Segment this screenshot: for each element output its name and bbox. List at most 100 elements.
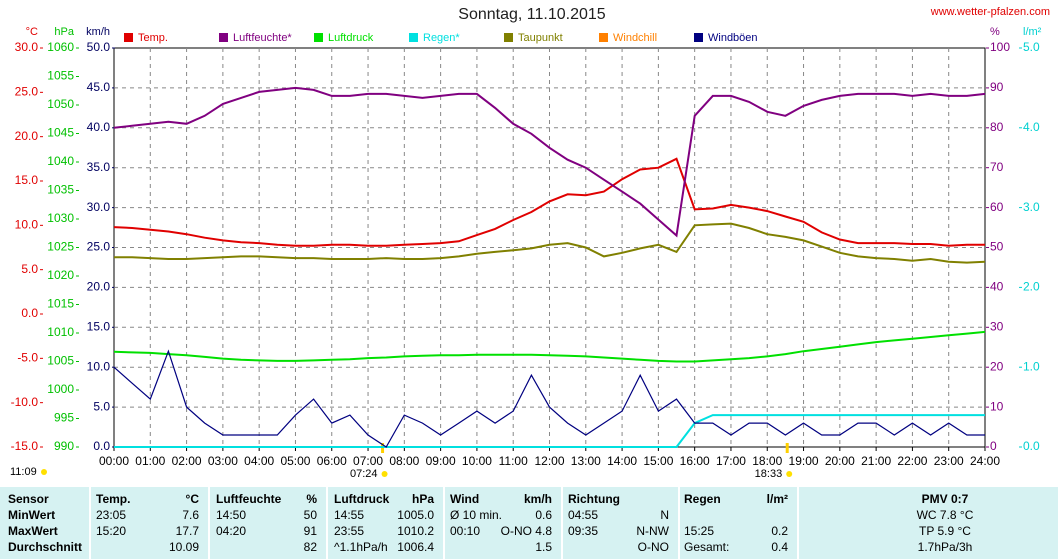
table-cell: 0.6 [535, 508, 552, 522]
legend-label: Regen* [423, 32, 460, 44]
x-tick-label: 19:00 [789, 454, 819, 468]
x-tick-label: 18:00 [752, 454, 782, 468]
sun-icon [786, 471, 793, 477]
table-header: Sensor [8, 492, 49, 506]
table-cell: WC 7.8 °C [917, 508, 974, 522]
y-tick-label: 10.0 [87, 359, 111, 373]
legend-label: Taupunkt [518, 32, 563, 44]
y-tick-label: 25.0 [15, 85, 39, 99]
y-tick-label: 20.0 [15, 129, 39, 143]
table-cell: 00:10 [450, 524, 480, 538]
table-cell: 14:55 [334, 508, 364, 522]
table-cell: 82 [304, 540, 318, 554]
chart-title: Sonntag, 11.10.2015 [458, 6, 605, 23]
y-tick-label: 2.0 [1023, 280, 1040, 294]
y-tick-label: 15.0 [15, 173, 39, 187]
y-tick-label: 0.0 [93, 439, 110, 453]
x-tick-label: 04:00 [244, 454, 274, 468]
axis-unit: l/m² [1023, 26, 1042, 38]
table-cell: N [660, 508, 669, 522]
table-cell: 04:20 [216, 524, 246, 538]
y-tick-label: 0.0 [1023, 439, 1040, 453]
series-line [114, 222, 986, 264]
y-tick-label: 25.0 [87, 240, 111, 254]
x-tick-label: 00:00 [99, 454, 129, 468]
y-tick-label: 1055 [47, 69, 74, 83]
legend-swatch [124, 33, 133, 42]
x-tick-label: 03:00 [208, 454, 238, 468]
x-tick-label: 21:00 [861, 454, 891, 468]
y-tick-label: 5.0 [1023, 40, 1040, 54]
table-cell: O-NO [638, 540, 669, 554]
table-cell: 7.6 [182, 508, 199, 522]
table-cell: N-NW [636, 524, 669, 538]
sun-icon [41, 469, 47, 475]
table-cell: 1.5 [535, 540, 552, 554]
y-tick-label: 1000 [47, 382, 74, 396]
table-cell: ^1.1hPa/h [334, 540, 388, 554]
table-cell: Ø 10 min. [450, 508, 502, 522]
x-tick-label: 06:00 [317, 454, 347, 468]
x-tick-label: 15:00 [643, 454, 673, 468]
legend-label: Windböen [708, 32, 758, 44]
axis-unit: % [990, 26, 1000, 38]
sun-marker [785, 443, 789, 453]
table-cell: 15:25 [684, 524, 714, 538]
y-tick-label: 1040 [47, 154, 74, 168]
table-cell: 23:05 [96, 508, 126, 522]
y-tick-label: 1020 [47, 268, 74, 282]
y-tick-label: 1.0 [1023, 359, 1040, 373]
table-cell: MaxWert [8, 524, 58, 538]
series-line [113, 86, 986, 238]
y-tick-label: 10.0 [15, 218, 39, 232]
y-tick-label: 1045 [47, 126, 74, 140]
table-cell: 0.2 [771, 524, 788, 538]
table-header: Richtung [568, 492, 620, 506]
table-cell: 50 [304, 508, 318, 522]
table-header: % [306, 492, 317, 506]
table-header: hPa [412, 492, 434, 506]
x-tick-label: 07:00 [353, 454, 383, 468]
x-tick-label: 05:00 [280, 454, 310, 468]
table-cell: 15:20 [96, 524, 126, 538]
table-cell: Gesamt: [684, 540, 729, 554]
y-tick-label: 70 [990, 160, 1004, 174]
y-tick-label: 0.0 [21, 306, 38, 320]
sun-label: 07:24 [350, 468, 378, 480]
y-tick-label: 20.0 [87, 280, 111, 294]
legend-label: Luftfeuchte* [233, 32, 292, 44]
table-header: km/h [524, 492, 552, 506]
y-tick-label: 100 [990, 40, 1010, 54]
legend-label: Luftdruck [328, 32, 374, 44]
x-tick-label: 20:00 [825, 454, 855, 468]
series-line [113, 330, 986, 363]
table-background [0, 487, 1058, 559]
table-cell: MinWert [8, 508, 55, 522]
series-line [114, 414, 985, 448]
y-tick-label: 1030 [47, 211, 74, 225]
y-tick-label: 30.0 [15, 40, 39, 54]
y-tick-label: 4.0 [1023, 120, 1040, 134]
sun-label: 18:33 [755, 468, 783, 480]
y-tick-label: 5.0 [93, 399, 110, 413]
x-tick-label: 09:00 [426, 454, 456, 468]
table-cell: Durchschnitt [8, 540, 82, 554]
x-tick-label: 16:00 [680, 454, 710, 468]
y-tick-label: 1035 [47, 183, 74, 197]
table-cell: 1.7hPa/3h [918, 540, 973, 554]
x-tick-label: 14:00 [607, 454, 637, 468]
y-tick-label: 1010 [47, 325, 74, 339]
axis-unit: km/h [86, 26, 110, 38]
y-tick-label: 20 [990, 359, 1004, 373]
table-cell: O-NO 4.8 [501, 524, 553, 538]
legend-swatch [694, 33, 703, 42]
table-header: °C [186, 492, 200, 506]
y-tick-label: 995 [54, 411, 74, 425]
y-tick-label: 1005 [47, 354, 74, 368]
y-tick-label: 80 [990, 120, 1004, 134]
legend-swatch [599, 33, 608, 42]
axis-unit: °C [26, 26, 38, 38]
y-tick-label: 990 [54, 439, 74, 453]
y-tick-label: 60 [990, 200, 1004, 214]
table-header: Luftdruck [334, 492, 390, 506]
